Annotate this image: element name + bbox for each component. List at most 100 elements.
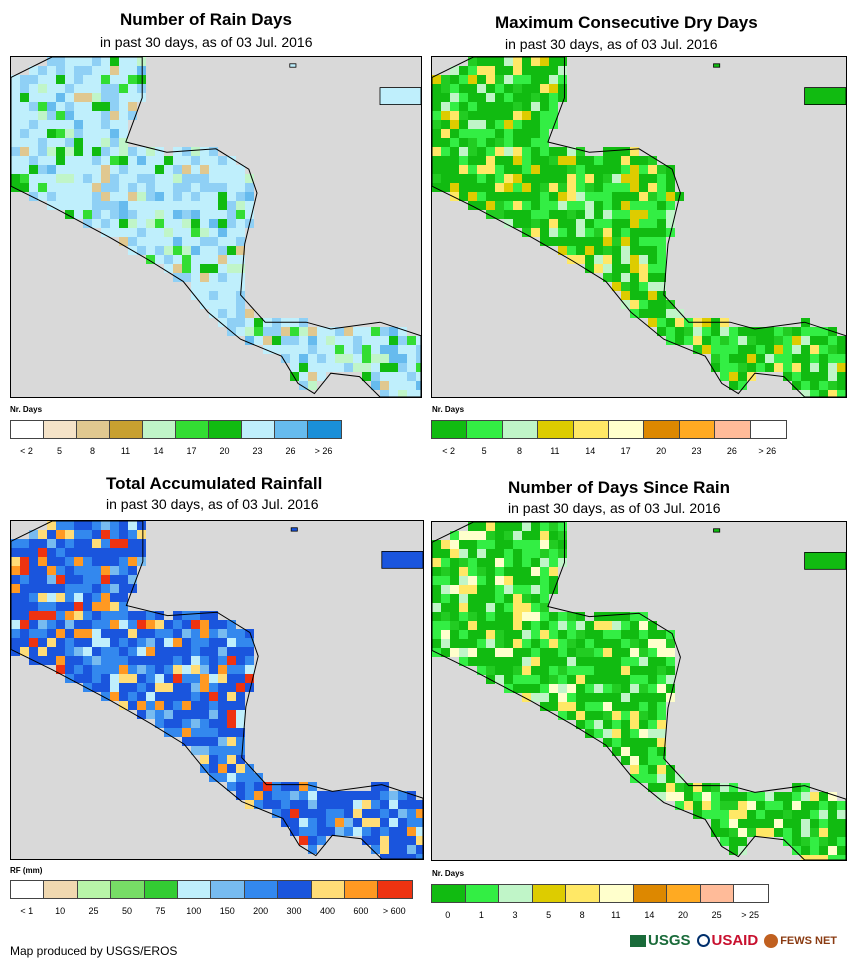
legend-tick-label: 10	[55, 906, 66, 916]
legend-tick-label: 400	[319, 906, 335, 916]
legend-swatch	[566, 885, 600, 902]
panel-title: Total Accumulated Rainfall	[106, 474, 323, 493]
legend-tick-label: 14	[585, 446, 596, 456]
coastline-outline	[11, 521, 423, 859]
legend-swatch	[11, 421, 44, 438]
legend-tick-label: 1	[478, 910, 484, 920]
legend-swatch	[311, 881, 346, 898]
legend-swatch	[144, 881, 179, 898]
legend-tick-label: 5	[546, 910, 552, 920]
island-shapes	[289, 63, 421, 106]
legend-swatch	[700, 885, 735, 902]
legend-swatch	[44, 881, 78, 898]
legend-tick-label: 600	[353, 906, 369, 916]
legend-tick-label: 14	[644, 910, 655, 920]
legend-tick-label: 300	[286, 906, 302, 916]
fewsnet-logo: FEWS NET	[764, 933, 837, 948]
legend-tick-label: < 2	[20, 446, 33, 456]
legend-tick-label: > 25	[741, 910, 760, 920]
panel-title: Number of Days Since Rain	[508, 478, 731, 497]
legend-tick-label: 17	[620, 446, 631, 456]
legend-tick-label: 8	[89, 446, 96, 456]
legend-tick-label: 75	[155, 906, 166, 916]
legend-swatch	[432, 885, 466, 902]
legend-swatch	[178, 881, 212, 898]
legend-bar	[431, 420, 787, 439]
legend-tick-label: 25	[88, 906, 99, 916]
legend-swatch	[750, 421, 786, 438]
legend-swatch	[44, 421, 77, 438]
legend-tick-label: 8	[516, 446, 523, 456]
legend-swatch	[679, 421, 716, 438]
legend-swatch	[378, 881, 412, 898]
legend-swatch	[538, 421, 574, 438]
coastline-outline	[432, 522, 846, 860]
legend-swatch	[110, 421, 143, 438]
credit-text: Map produced by USGS/EROS	[10, 944, 178, 958]
legend-tick-label: > 26	[758, 446, 777, 456]
legend-title: Nr. Days	[432, 405, 465, 414]
legend-bar	[10, 420, 342, 439]
legend-tick-label: 26	[726, 446, 737, 456]
legend-tick-label: 14	[153, 446, 164, 456]
map-days-since-rain	[431, 521, 847, 861]
panel-title: Number of Rain Days	[120, 10, 292, 29]
legend-swatch	[308, 421, 341, 438]
legend-bar	[431, 884, 769, 903]
legend-swatch	[467, 421, 503, 438]
legend-tick-label: 50	[121, 906, 132, 916]
legend-swatch	[734, 885, 768, 902]
legend-swatch	[532, 885, 567, 902]
legend-tick-label: 11	[611, 910, 621, 920]
legend-tick-label: 26	[285, 446, 296, 456]
legend-swatch	[644, 421, 680, 438]
island-shapes	[713, 63, 846, 106]
map-pixel-grid	[11, 521, 423, 859]
legend-swatch	[608, 421, 645, 438]
legend-swatch	[465, 885, 500, 902]
legend-title: RF (mm)	[10, 866, 43, 875]
legend-tick-label: > 26	[314, 446, 333, 456]
legend-swatch	[278, 881, 312, 898]
legend-swatch	[77, 881, 112, 898]
legend-tick-label: 100	[186, 906, 202, 916]
island-shapes	[290, 527, 423, 569]
legend-swatch	[244, 881, 279, 898]
legend-swatch	[432, 421, 468, 438]
panel-subtitle: in past 30 days, as of 03 Jul. 2016	[106, 496, 319, 512]
legend-swatch	[176, 421, 209, 438]
legend-tick-label: 200	[253, 906, 269, 916]
legend-tick-label: 17	[186, 446, 197, 456]
panel-subtitle: in past 30 days, as of 03 Jul. 2016	[100, 34, 313, 50]
usaid-logo: USAID	[696, 932, 758, 949]
legend-swatch	[499, 885, 533, 902]
map-accumulated-rainfall	[10, 520, 424, 860]
legend-swatch	[242, 421, 275, 438]
map-pixel-grid	[432, 57, 846, 397]
map-rain-days	[10, 56, 422, 398]
legend-tick-label: < 2	[442, 446, 456, 456]
legend-tick-label: 20	[656, 446, 667, 456]
legend-swatch	[715, 421, 751, 438]
legend-swatch	[345, 881, 379, 898]
legend-tick-label: 0	[445, 910, 451, 920]
panel-subtitle: in past 30 days, as of 03 Jul. 2016	[508, 500, 721, 516]
island-shapes	[713, 528, 846, 570]
legend-tick-label: < 1	[20, 906, 34, 916]
legend-tick-label: 5	[56, 446, 63, 456]
map-pixel-grid	[11, 57, 421, 397]
usgs-logo: USGS	[630, 932, 691, 949]
legend-swatch	[275, 421, 308, 438]
legend-tick-label: 5	[481, 446, 487, 456]
legend-tick-label: 20	[219, 446, 230, 456]
panel-title: Maximum Consecutive Dry Days	[495, 13, 758, 32]
legend-tick-label: > 600	[382, 906, 406, 916]
legend-tick-label: 3	[512, 910, 518, 920]
legend-swatch	[77, 421, 110, 438]
legend-swatch	[211, 881, 245, 898]
legend-tick-label: 23	[252, 446, 263, 456]
legend-swatch	[143, 421, 176, 438]
legend-swatch	[667, 885, 701, 902]
map-max-dry-days	[431, 56, 847, 398]
legend-swatch	[573, 421, 609, 438]
